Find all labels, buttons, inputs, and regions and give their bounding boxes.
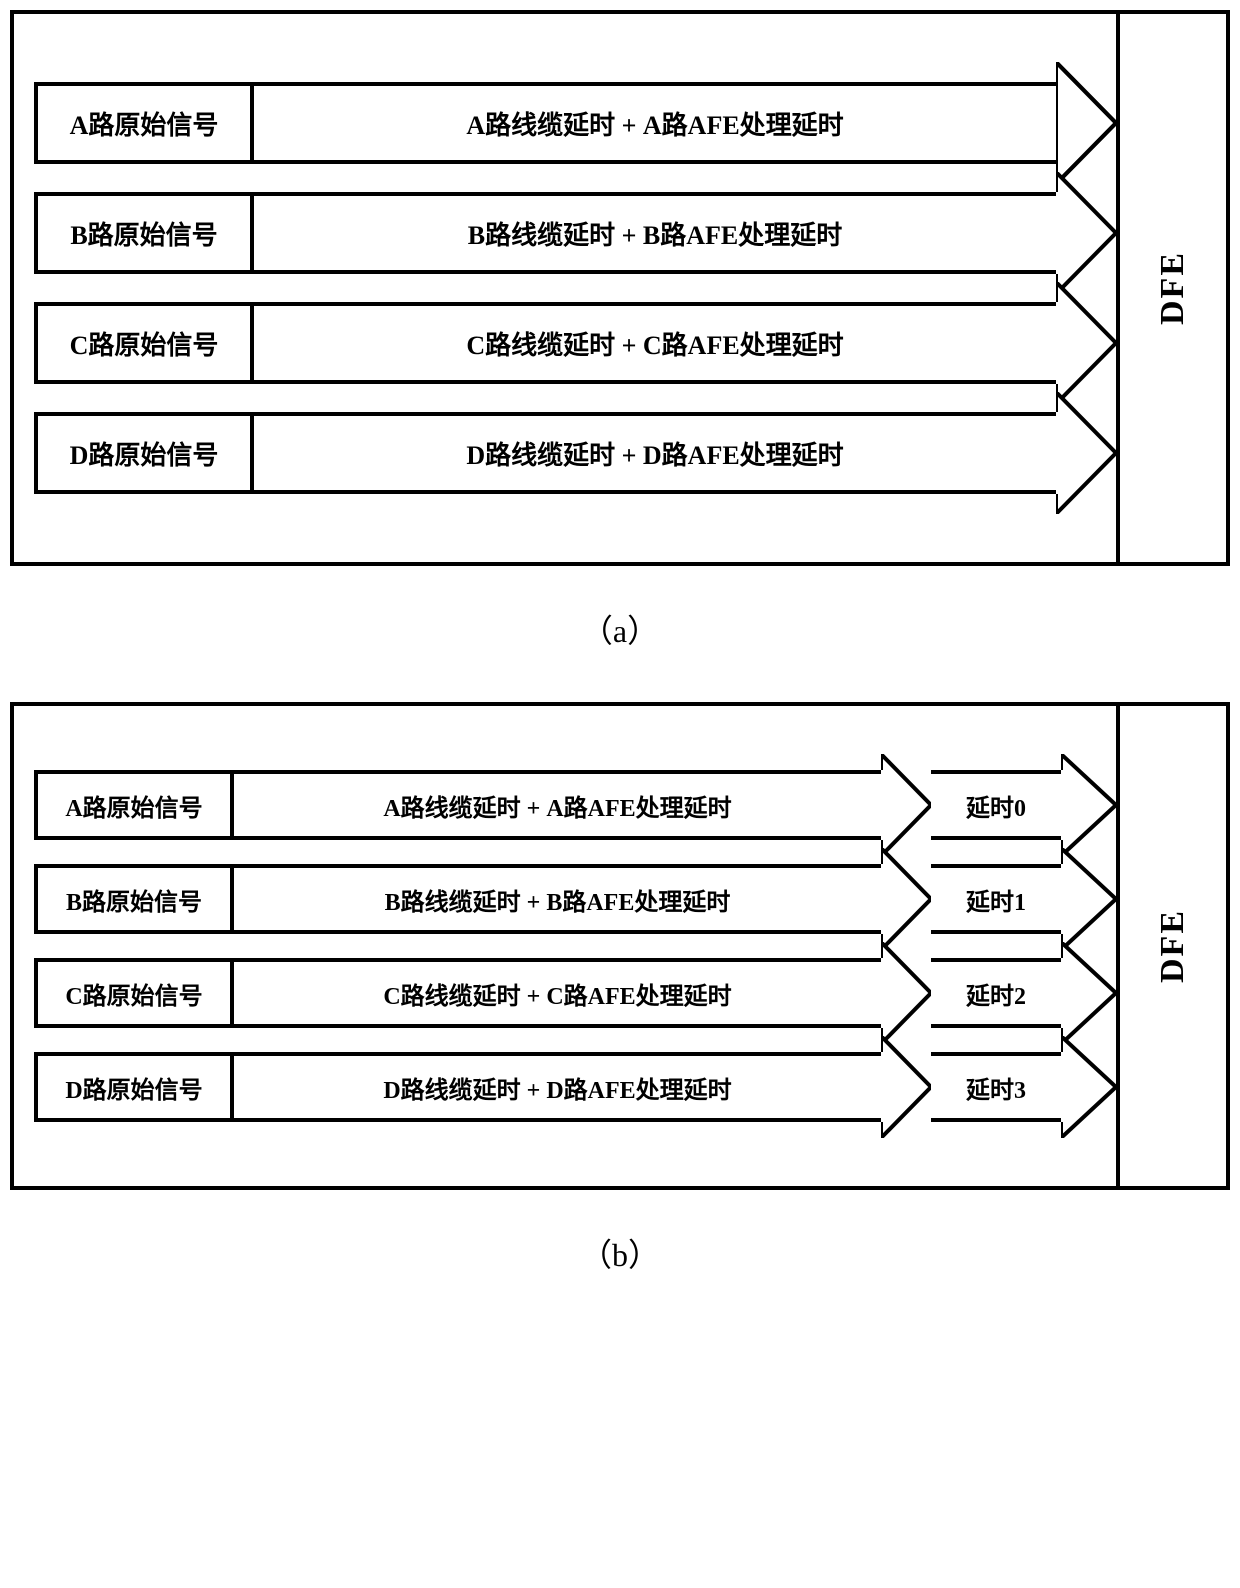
- row-b-2: C路原始信号 C路线缆延时 + C路AFE处理延时 延时2: [34, 958, 1116, 1028]
- row-a-0: A路原始信号 A路线缆延时 + A路AFE处理延时: [34, 82, 1116, 164]
- arrow: B路线缆延时 + B路AFE处理延时 延时1: [234, 864, 1116, 934]
- signal-box: D路原始信号: [34, 1052, 234, 1122]
- extra-delay-box: 延时1: [931, 864, 1061, 934]
- extra-delay-box: 延时3: [931, 1052, 1061, 1122]
- signal-box: B路原始信号: [34, 864, 234, 934]
- dfe-label: DFE: [1154, 251, 1192, 325]
- signal-box: A路原始信号: [34, 770, 234, 840]
- row-a-1: B路原始信号 B路线缆延时 + B路AFE处理延时: [34, 192, 1116, 274]
- arrow: C路线缆延时 + C路AFE处理延时 延时2: [234, 958, 1116, 1028]
- arrow-shaft: A路线缆延时 + A路AFE处理延时: [254, 82, 1056, 164]
- arrow-head-icon: [1061, 1052, 1116, 1122]
- arrow-head-icon: [1056, 192, 1116, 274]
- row-b-0: A路原始信号 A路线缆延时 + A路AFE处理延时 延时0: [34, 770, 1116, 840]
- arrow: A路线缆延时 + A路AFE处理延时 延时0: [234, 770, 1116, 840]
- row-a-3: D路原始信号 D路线缆延时 + D路AFE处理延时: [34, 412, 1116, 494]
- arrow-head-icon: [881, 958, 931, 1028]
- arrow: B路线缆延时 + B路AFE处理延时: [254, 192, 1116, 274]
- arrow: A路线缆延时 + A路AFE处理延时: [254, 82, 1116, 164]
- extra-delay-box: 延时0: [931, 770, 1061, 840]
- arrow: D路线缆延时 + D路AFE处理延时 延时3: [234, 1052, 1116, 1122]
- arrow-head-icon: [881, 864, 931, 934]
- arrow: C路线缆延时 + C路AFE处理延时: [254, 302, 1116, 384]
- arrow: D路线缆延时 + D路AFE处理延时: [254, 412, 1116, 494]
- panel-b-inner: A路原始信号 A路线缆延时 + A路AFE处理延时 延时0 B路原始信号: [14, 706, 1226, 1186]
- signal-box: D路原始信号: [34, 412, 254, 494]
- panel-b-rows: A路原始信号 A路线缆延时 + A路AFE处理延时 延时0 B路原始信号: [14, 706, 1116, 1186]
- arrow-shaft: B路线缆延时 + B路AFE处理延时: [254, 192, 1056, 274]
- dfe-label: DFE: [1154, 909, 1192, 983]
- arrow-shaft: C路线缆延时 + C路AFE处理延时: [254, 302, 1056, 384]
- arrow-head-icon: [1056, 82, 1116, 164]
- dfe-column: DFE: [1116, 14, 1226, 562]
- arrow-head-icon: [881, 770, 931, 840]
- figure: A路原始信号 A路线缆延时 + A路AFE处理延时 B路原始信号 B路线缆延时 …: [10, 10, 1230, 1276]
- panel-a-inner: A路原始信号 A路线缆延时 + A路AFE处理延时 B路原始信号 B路线缆延时 …: [14, 14, 1226, 562]
- arrow-head-icon: [881, 1052, 931, 1122]
- row-a-2: C路原始信号 C路线缆延时 + C路AFE处理延时: [34, 302, 1116, 384]
- row-b-3: D路原始信号 D路线缆延时 + D路AFE处理延时 延时3: [34, 1052, 1116, 1122]
- arrow-shaft: B路线缆延时 + B路AFE处理延时: [234, 864, 881, 934]
- panel-a: A路原始信号 A路线缆延时 + A路AFE处理延时 B路原始信号 B路线缆延时 …: [10, 10, 1230, 566]
- arrow-head-icon: [1061, 770, 1116, 840]
- arrow-head-icon: [1056, 302, 1116, 384]
- row-b-1: B路原始信号 B路线缆延时 + B路AFE处理延时 延时1: [34, 864, 1116, 934]
- signal-box: C路原始信号: [34, 302, 254, 384]
- panel-b: A路原始信号 A路线缆延时 + A路AFE处理延时 延时0 B路原始信号: [10, 702, 1230, 1190]
- arrow-head-icon: [1056, 412, 1116, 494]
- caption-b: （b）: [10, 1230, 1230, 1276]
- arrow-shaft: D路线缆延时 + D路AFE处理延时: [254, 412, 1056, 494]
- caption-a: （a）: [10, 606, 1230, 652]
- dfe-column: DFE: [1116, 706, 1226, 1186]
- extra-delay-box: 延时2: [931, 958, 1061, 1028]
- arrow-shaft: A路线缆延时 + A路AFE处理延时: [234, 770, 881, 840]
- arrow-head-icon: [1061, 864, 1116, 934]
- signal-box: A路原始信号: [34, 82, 254, 164]
- arrow-shaft: D路线缆延时 + D路AFE处理延时: [234, 1052, 881, 1122]
- arrow-head-icon: [1061, 958, 1116, 1028]
- arrow-shaft: C路线缆延时 + C路AFE处理延时: [234, 958, 881, 1028]
- panel-a-rows: A路原始信号 A路线缆延时 + A路AFE处理延时 B路原始信号 B路线缆延时 …: [14, 14, 1116, 562]
- signal-box: B路原始信号: [34, 192, 254, 274]
- signal-box: C路原始信号: [34, 958, 234, 1028]
